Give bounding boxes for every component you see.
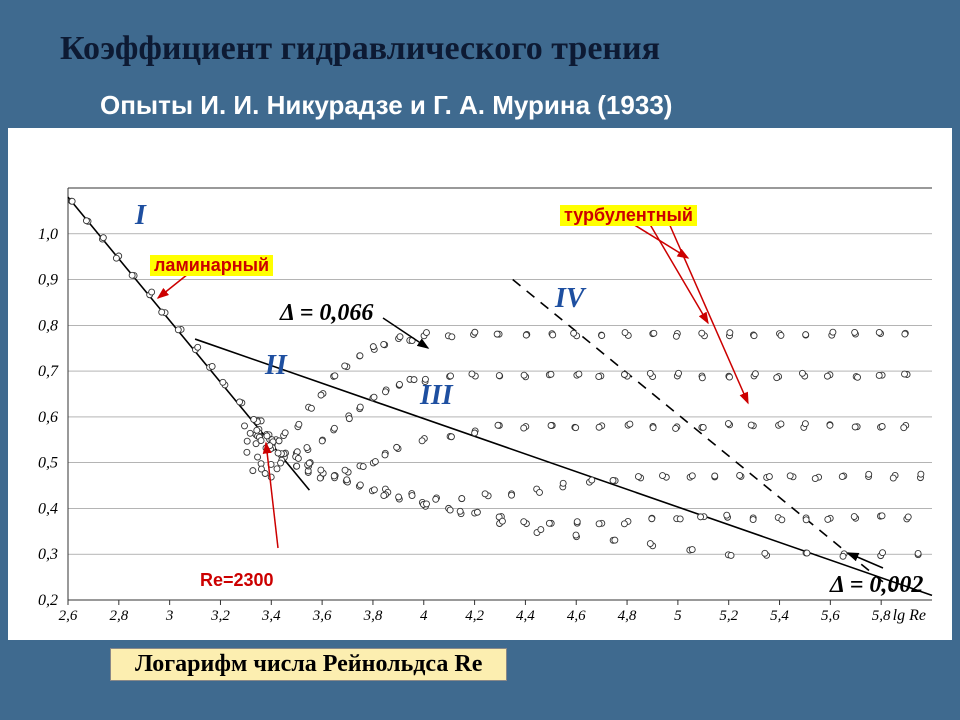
x-axis-label: Логарифм числа Рейнольдса Re: [110, 648, 507, 681]
svg-text:5: 5: [674, 608, 682, 624]
svg-text:0,6: 0,6: [38, 409, 58, 426]
svg-text:3,8: 3,8: [363, 608, 383, 624]
zone-III: III: [420, 380, 453, 412]
svg-text:4,6: 4,6: [567, 608, 586, 624]
svg-text:lg Re: lg Re: [893, 607, 926, 624]
svg-text:1,0: 1,0: [38, 226, 58, 243]
svg-text:3: 3: [165, 608, 174, 624]
svg-text:0,8: 0,8: [38, 317, 58, 334]
zone-II: II: [265, 350, 287, 382]
svg-text:4,4: 4,4: [516, 608, 535, 624]
zone-I: I: [135, 200, 146, 232]
zone-IV: IV: [555, 283, 585, 315]
svg-text:3,4: 3,4: [261, 608, 281, 624]
re-label: Re=2300: [200, 570, 274, 591]
svg-text:5,8: 5,8: [872, 608, 891, 624]
svg-text:2,6: 2,6: [59, 608, 78, 624]
laminar-tag: ламинарный: [150, 255, 273, 276]
svg-text:2,8: 2,8: [109, 608, 128, 624]
svg-text:4: 4: [420, 608, 428, 624]
nikuradse-chart: 0,2 0,3 0,4 0,5 0,6 0,7 0,8 0,9 1,0 2,6 2,8 3 3,2 3,4…: [8, 128, 952, 640]
svg-text:0,4: 0,4: [38, 500, 58, 517]
svg-text:4,8: 4,8: [618, 608, 637, 624]
slide-title: Коэффициент гидравлического трения: [60, 30, 660, 68]
svg-text:0,7: 0,7: [38, 363, 59, 380]
svg-text:0,3: 0,3: [38, 546, 58, 563]
svg-text:3,6: 3,6: [312, 608, 332, 624]
slide-subtitle: Опыты И. И. Никурадзе и Г. А. Мурина (19…: [100, 90, 672, 121]
svg-text:0,5: 0,5: [38, 455, 58, 472]
turbulent-tag: турбулентный: [560, 205, 697, 226]
svg-text:0,9: 0,9: [38, 272, 58, 289]
svg-text:4,2: 4,2: [465, 608, 484, 624]
svg-text:3,2: 3,2: [210, 608, 230, 624]
svg-text:5,6: 5,6: [821, 608, 840, 624]
svg-text:5,2: 5,2: [719, 608, 738, 624]
chart-svg: 0,2 0,3 0,4 0,5 0,6 0,7 0,8 0,9 1,0 2,6 2,8 3 3,2 3,4…: [8, 128, 952, 640]
delta-bottom-label: Δ = 0,002: [830, 572, 923, 599]
svg-text:0,2: 0,2: [38, 592, 58, 609]
delta-top-label: Δ = 0,066: [280, 300, 373, 327]
svg-text:5,4: 5,4: [770, 608, 789, 624]
